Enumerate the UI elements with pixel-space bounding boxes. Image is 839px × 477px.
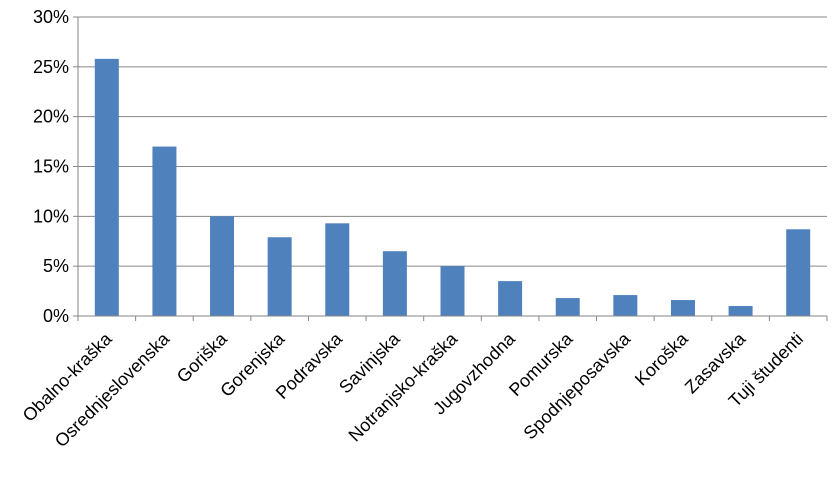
bar — [94, 58, 119, 317]
y-tick-label: 20% — [33, 107, 69, 127]
bar — [613, 295, 638, 316]
bar — [382, 251, 407, 316]
y-tick-label: 5% — [43, 256, 69, 276]
bar — [786, 229, 811, 316]
x-category-label: Osrednjeslovenska — [51, 328, 174, 451]
bar — [670, 300, 695, 316]
y-tick-label: 10% — [33, 206, 69, 226]
x-category-label: Notranjsko-kraška — [345, 328, 462, 445]
bars — [94, 58, 811, 317]
bar — [325, 223, 350, 316]
y-tick-label: 0% — [43, 306, 69, 326]
y-axis-tick-labels: 0% 5% 10% 15% 20% 25% 30% — [33, 7, 78, 326]
bar — [728, 306, 753, 316]
y-tick-label: 15% — [33, 157, 69, 177]
gridlines — [78, 16, 827, 267]
y-tick-label: 25% — [33, 57, 69, 77]
x-category-label: Goriška — [173, 328, 232, 387]
bar — [152, 146, 177, 316]
bar — [498, 281, 523, 316]
axes — [77, 17, 828, 321]
bar — [555, 298, 580, 316]
y-tick-label: 30% — [33, 7, 69, 27]
bar — [267, 237, 292, 316]
x-category-label: Spodnjeposavska — [520, 328, 635, 443]
bar — [440, 266, 465, 316]
bar — [210, 216, 235, 316]
